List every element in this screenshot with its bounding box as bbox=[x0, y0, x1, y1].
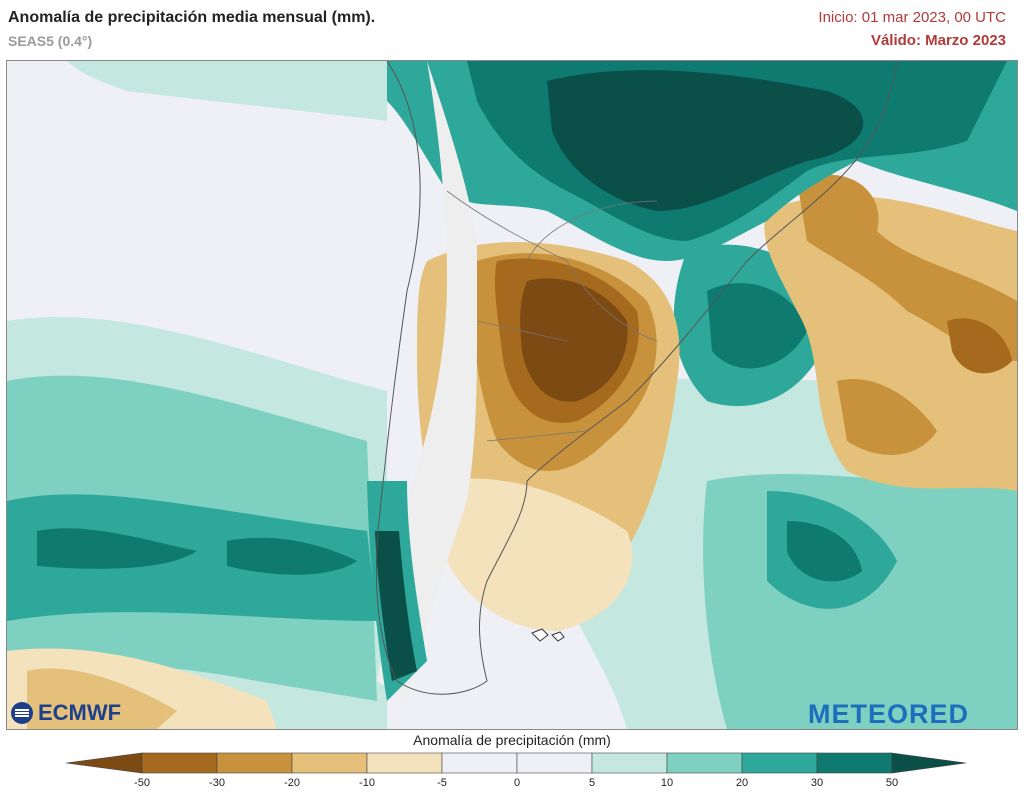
colorbar-segment bbox=[816, 752, 893, 774]
sw-pacific-tan-patch bbox=[27, 668, 177, 729]
colorbar-segment bbox=[441, 752, 518, 774]
colorbar-segment bbox=[516, 752, 593, 774]
colorbar-segment bbox=[216, 752, 293, 774]
patagonia-dry-zone bbox=[447, 478, 633, 631]
nw-pacific-teal-zone bbox=[67, 61, 387, 121]
colorbar-segment bbox=[291, 752, 368, 774]
atlantic-teal-darkest-patch bbox=[787, 521, 862, 582]
country-borders bbox=[446, 190, 658, 442]
colorbar bbox=[66, 752, 966, 774]
colorbar-segment bbox=[141, 752, 218, 774]
east-atlantic-dry-zone bbox=[764, 195, 1017, 492]
ecmwf-logo-icon bbox=[10, 701, 34, 725]
colorbar-tick-label: -10 bbox=[359, 777, 375, 789]
colorbar-tick-label: 20 bbox=[735, 777, 749, 789]
colorbar-title: Anomalía de precipitación (mm) bbox=[413, 732, 611, 748]
colorbar-extend-low bbox=[66, 752, 143, 774]
east-atlantic-tan-zone bbox=[797, 174, 1017, 361]
east-atlantic-brown-patch bbox=[947, 318, 1012, 374]
init-time: Inicio: 01 mar 2023, 00 UTC bbox=[818, 9, 1006, 26]
model-subtitle: SEAS5 (0.4°) bbox=[8, 33, 93, 49]
colorbar-tick-label: -20 bbox=[284, 777, 300, 789]
colorbar-segment bbox=[741, 752, 818, 774]
brazil-wet-darkest-zone bbox=[547, 70, 864, 211]
map-canvas bbox=[7, 61, 1017, 729]
header-left: Anomalía de precipitación media mensual … bbox=[8, 8, 375, 50]
ecmwf-logo-text: ECMWF bbox=[38, 700, 122, 725]
colorbar-segment bbox=[366, 752, 443, 774]
colorbar-extend-high bbox=[891, 752, 966, 774]
meteored-logo: METEORED bbox=[808, 699, 970, 729]
colorbar-segment bbox=[666, 752, 743, 774]
pacific-teal-darkest-patch-2 bbox=[227, 537, 357, 575]
map-title: Anomalía de precipitación media mensual … bbox=[8, 9, 376, 26]
colorbar-tick-label: 30 bbox=[810, 777, 824, 789]
southern-chile-wet-darkest bbox=[375, 531, 417, 681]
valid-period: Válido: Marzo 2023 bbox=[870, 32, 1006, 49]
argentina-dry-core bbox=[520, 278, 628, 402]
east-atlantic-tan-patch bbox=[837, 379, 937, 455]
colorbar-tick-label: -5 bbox=[437, 777, 447, 789]
colorbar-tick-label: 10 bbox=[660, 777, 674, 789]
colorbar-tick-label: 50 bbox=[885, 777, 899, 789]
colorbar-tick-label: -50 bbox=[134, 777, 150, 789]
south-america-coastline bbox=[375, 61, 898, 695]
header-right: Inicio: 01 mar 2023, 00 UTC Válido: Marz… bbox=[818, 8, 1006, 50]
precipitation-anomaly-map bbox=[6, 60, 1018, 730]
pacific-teal-dark-band bbox=[7, 494, 377, 621]
colorbar-tick-label: -30 bbox=[209, 777, 225, 789]
falkland-islands bbox=[531, 628, 565, 642]
colorbar-segment bbox=[591, 752, 668, 774]
ecmwf-logo: ECMWF bbox=[10, 700, 121, 726]
pacific-teal-darkest-patch bbox=[37, 528, 197, 569]
atlantic-teal-zone bbox=[703, 473, 1017, 729]
colorbar-tick-label: 0 bbox=[513, 777, 521, 789]
brazil-offshore-teal-darkest bbox=[707, 283, 807, 369]
colorbar-tick-label: 5 bbox=[588, 777, 596, 789]
